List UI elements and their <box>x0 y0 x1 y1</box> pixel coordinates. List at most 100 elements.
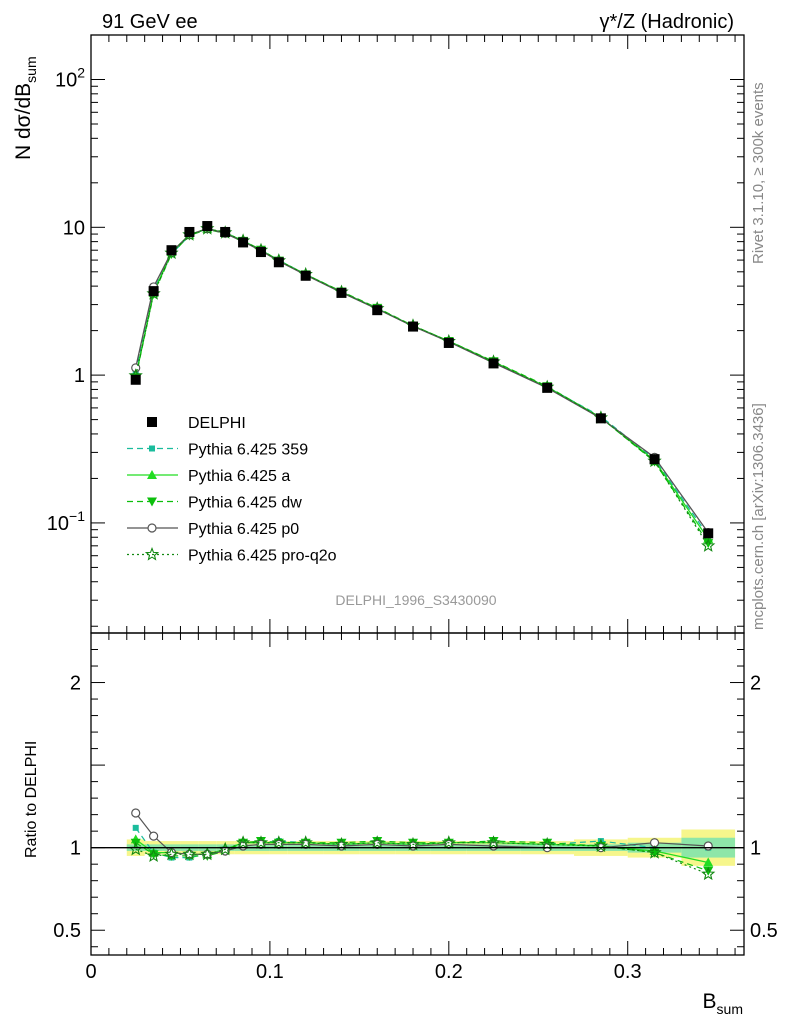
legend-label-dw: Pythia 6.425 dw <box>188 495 302 512</box>
ratio-point-proq2o <box>146 848 161 863</box>
main-series-p0 <box>131 224 713 538</box>
legend-marker-p359 <box>149 445 155 452</box>
y-tick-base: 10 <box>55 69 77 91</box>
main-series-group <box>128 221 716 552</box>
ratio-point-proq2o <box>298 835 313 849</box>
main-point-data <box>202 221 213 232</box>
x-axis-label: Bsum <box>703 990 743 1017</box>
main-point-data <box>255 247 266 258</box>
x-axis-label-main: B <box>703 990 717 1013</box>
ratio-point-a <box>703 857 714 867</box>
ratio-point-proq2o <box>486 835 501 849</box>
chart-right-title: γ*/Z (Hadronic) <box>600 11 734 33</box>
ratio-point-proq2o <box>647 845 662 859</box>
legend-marker-a <box>147 470 157 479</box>
legend-marker-p0 <box>147 523 157 533</box>
legend-item-p0: Pythia 6.425 p0 <box>127 521 299 538</box>
main-point-data <box>130 374 141 385</box>
main-point-data <box>443 337 454 348</box>
legend-label-a: Pythia 6.425 a <box>188 468 290 485</box>
main-point-data <box>238 237 249 248</box>
main-y-axis-label: N dσ/dBsum <box>12 56 39 160</box>
legend-item-a: Pythia 6.425 a <box>127 468 290 485</box>
main-series-line-p359 <box>135 227 709 537</box>
legend-item-proq2o: Pythia 6.425 pro-q2o <box>127 546 337 565</box>
ratio-point-dw <box>148 850 159 860</box>
main-series-line-p0 <box>135 227 709 533</box>
ratio-y-tick-label-right: 1 <box>750 838 761 860</box>
x-tick-label: 0 <box>85 961 96 983</box>
ratio-point-proq2o <box>164 846 179 861</box>
main-point-data <box>336 287 347 298</box>
ratio-point-proq2o <box>540 836 555 851</box>
ratio-point-proq2o <box>271 835 287 849</box>
ratio-point-proq2o <box>370 835 385 849</box>
main-series-p359 <box>132 225 712 539</box>
legend-label-data: DELPHI <box>188 415 246 432</box>
y-tick-exponent: 2 <box>77 64 85 80</box>
main-plot-frame <box>90 34 745 634</box>
main-point-data <box>488 358 499 369</box>
main-point-data <box>220 226 231 237</box>
legend-label-p0: Pythia 6.425 p0 <box>188 521 299 538</box>
main-point-data <box>703 528 714 539</box>
ratio-y-tick-label: 1 <box>70 838 81 860</box>
mcplots-label: mcplots.cern.ch [arXiv:1306.3436] <box>750 403 767 630</box>
ratio-point-p0 <box>703 841 713 851</box>
ratio-point-proq2o <box>200 846 215 861</box>
main-y-tick-label: 102 <box>55 64 85 91</box>
main-y-axis-label-sub: sum <box>23 56 39 82</box>
chart-left-title: 91 GeV ee <box>102 11 198 33</box>
legend-item-p359: Pythia 6.425 359 <box>127 442 308 459</box>
legend: DELPHI Pythia 6.425 359 Pythia 6.425 a Pyth… <box>127 415 337 565</box>
main-point-dw <box>703 539 714 549</box>
x-tick-label: 0.1 <box>256 961 284 983</box>
main-point-data <box>148 286 159 297</box>
ratio-y-axis-label: Ratio to DELPHI <box>23 741 40 858</box>
x-tick-label: 0.2 <box>435 961 463 983</box>
ratio-point-proq2o <box>701 866 716 881</box>
ratio-point-p359 <box>132 824 139 831</box>
main-y-tick-label: 10−1 <box>47 508 85 535</box>
legend-label-p359: Pythia 6.425 359 <box>188 442 308 459</box>
rivet-label: Rivet 3.1.10, ≥ 300k events <box>750 82 767 264</box>
legend-item-data: DELPHI <box>147 415 246 432</box>
main-point-data <box>273 257 284 268</box>
legend-marker-data <box>147 417 157 427</box>
x-tick-label: 0.3 <box>614 961 642 983</box>
analysis-id-label: DELPHI_1996_S3430090 <box>335 592 496 608</box>
ratio-y-tick-label-right: 2 <box>750 673 761 695</box>
y-tick-exponent: −1 <box>69 508 85 524</box>
main-point-data <box>372 305 383 316</box>
ratio-point-proq2o <box>593 838 609 853</box>
main-point-data <box>408 321 419 332</box>
main-point-data <box>184 226 195 237</box>
main-y-tick-label: 1 <box>74 365 85 387</box>
legend-item-dw: Pythia 6.425 dw <box>127 495 302 512</box>
ratio-point-dw <box>703 866 714 876</box>
ratio-y-tick-label: 0.5 <box>53 920 81 942</box>
legend-marker-proq2o <box>144 546 160 561</box>
ratio-plot-frame <box>90 632 745 956</box>
main-point-proq2o <box>701 538 716 552</box>
ratio-point-p0 <box>149 831 159 841</box>
main-point-data <box>166 245 177 256</box>
legend-marker-dw <box>147 497 157 507</box>
ratio-y-tick-label: 2 <box>70 673 81 695</box>
ratio-point-proq2o <box>182 846 197 861</box>
main-point-data <box>542 382 553 393</box>
ratio-point-proq2o <box>253 835 269 849</box>
main-series-data <box>130 221 714 539</box>
ratio-y-tick-label-right: 0.5 <box>750 920 778 942</box>
main-point-data <box>595 413 606 424</box>
main-point-data <box>649 454 660 465</box>
ratio-point-proq2o <box>405 836 421 851</box>
main-series-line-a <box>135 227 709 540</box>
ratio-point-proq2o <box>235 835 251 849</box>
ratio-point-p0 <box>131 808 141 818</box>
main-y-axis-label-main: N dσ/dB <box>12 83 35 160</box>
ratio-point-proq2o <box>334 836 349 851</box>
y-tick-base: 10 <box>47 513 69 535</box>
main-y-tick-label: 10 <box>63 217 85 239</box>
